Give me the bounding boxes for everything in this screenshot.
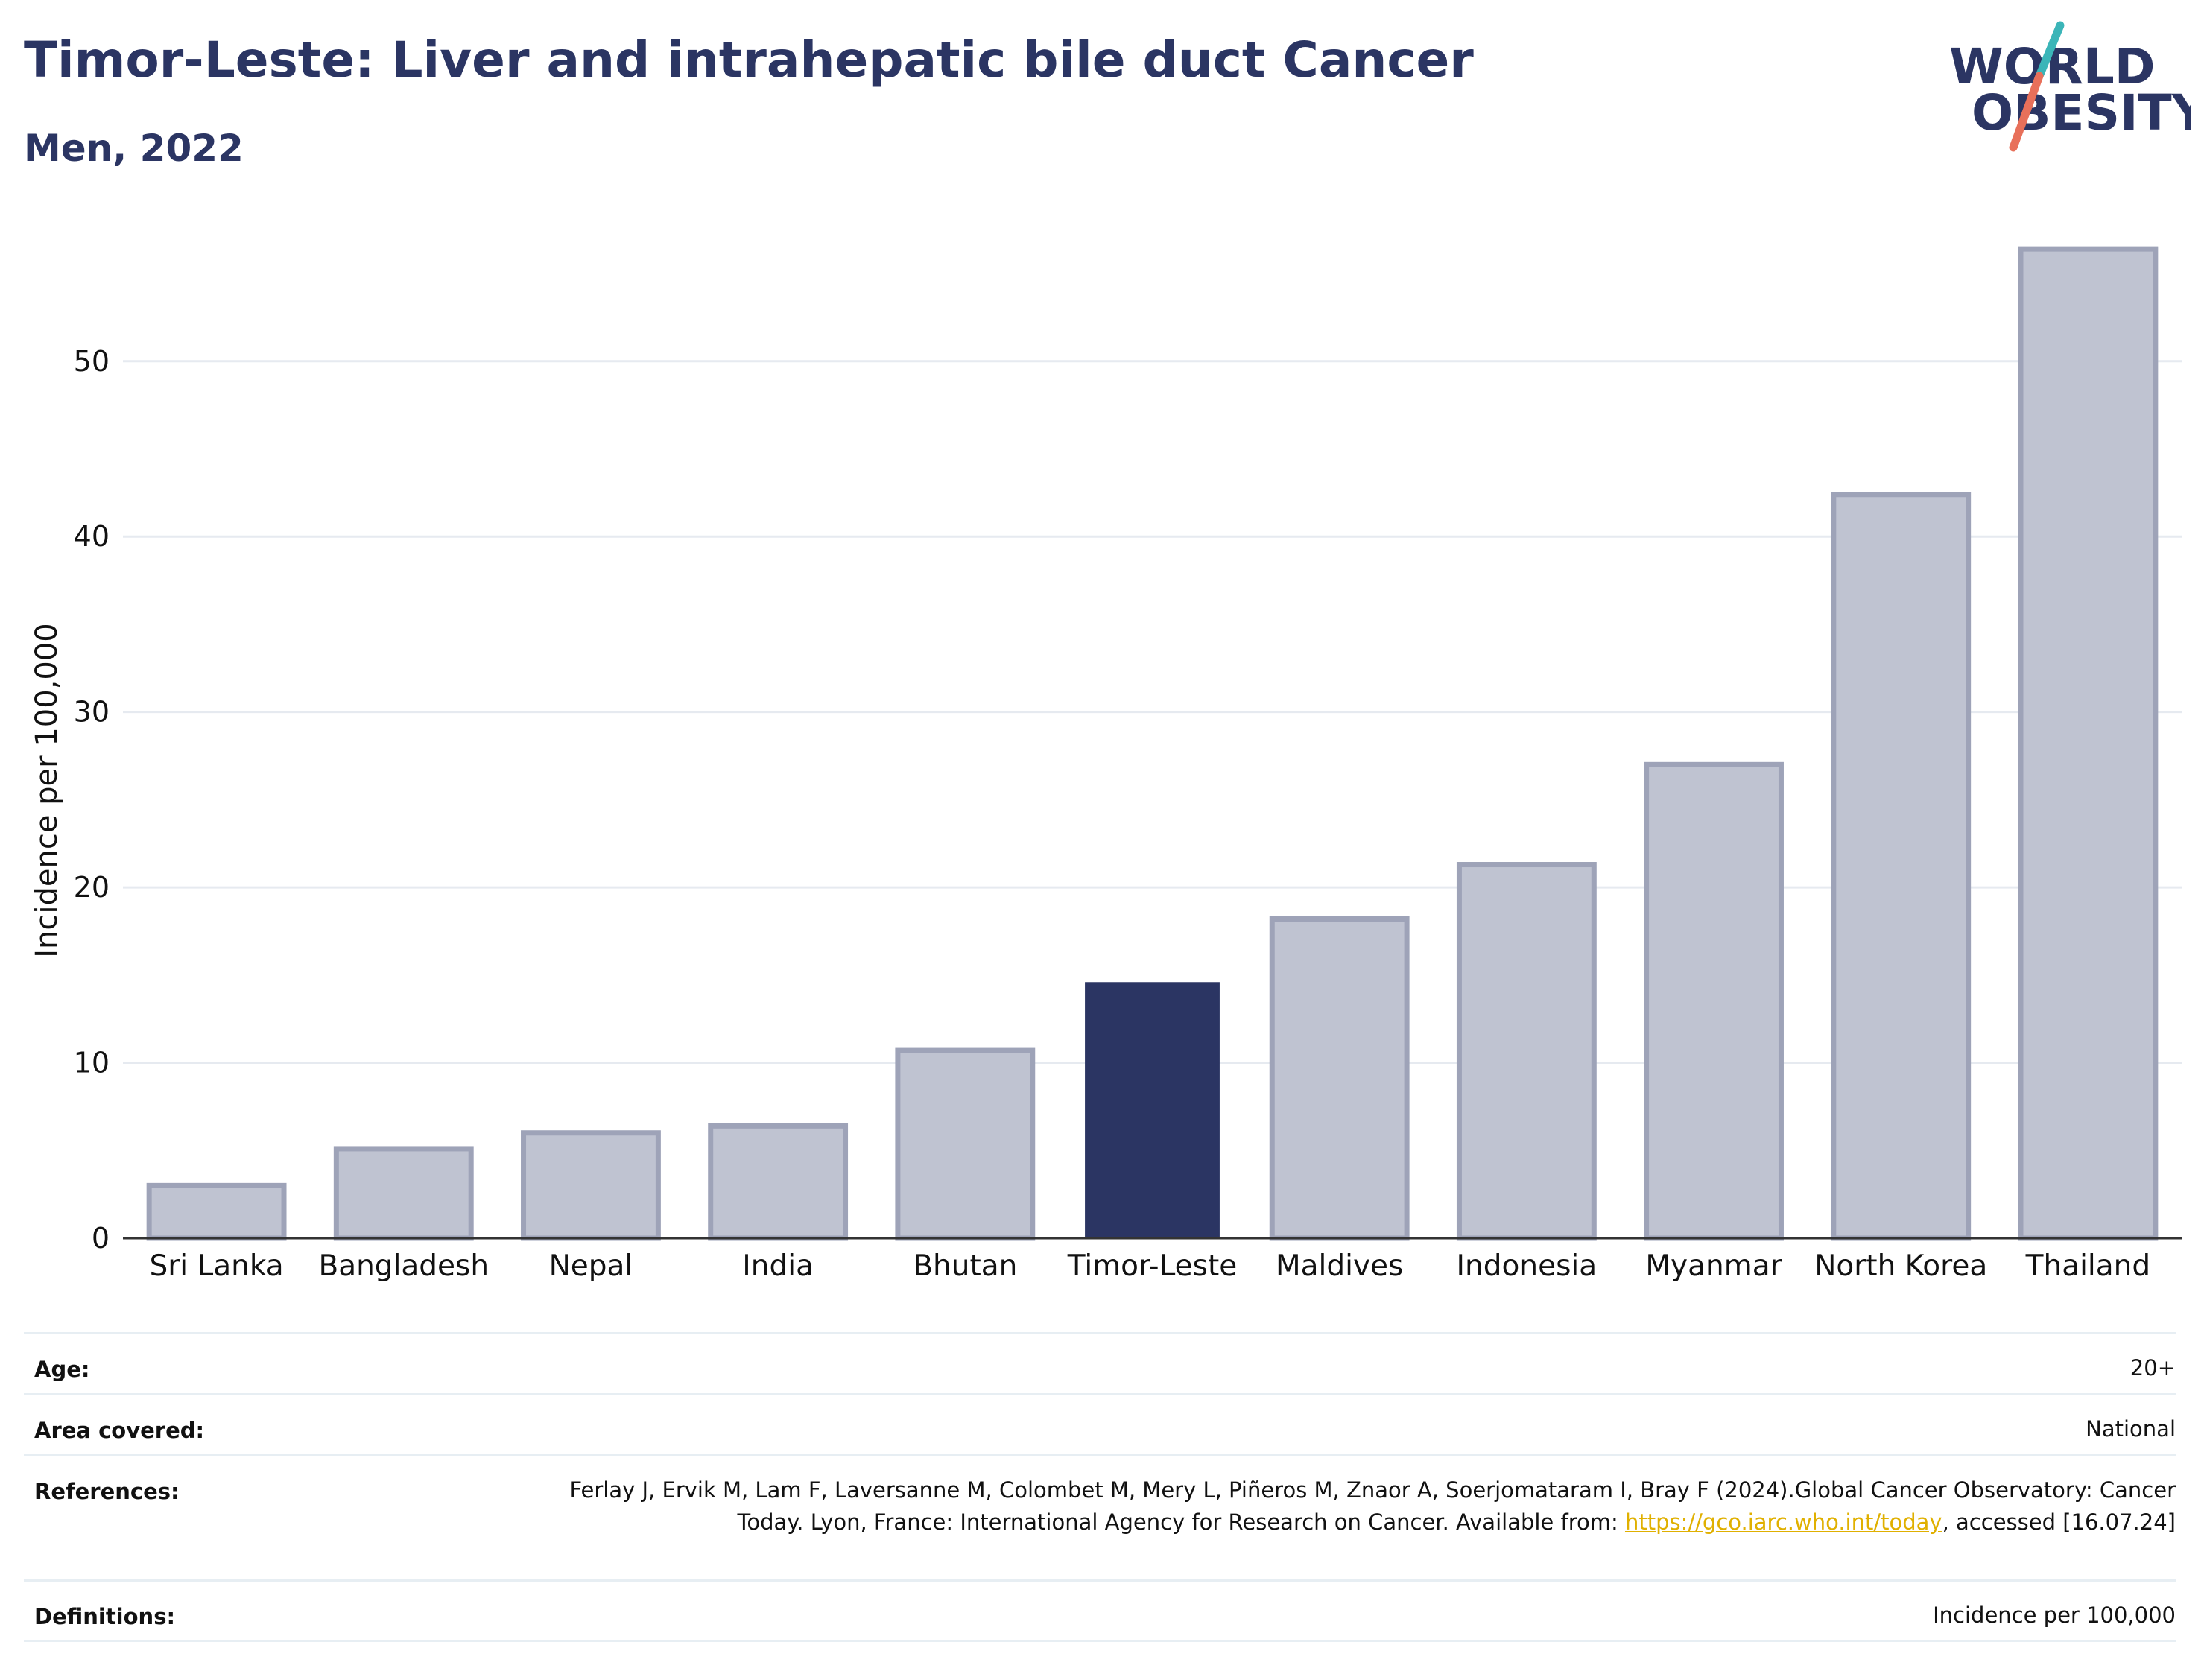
references-value: Ferlay J, Ervik M, Lam F, Laversanne M, … (536, 1474, 2176, 1538)
y-tick-labels: 0 10 20 30 40 50 (74, 345, 110, 1255)
area-label: Area covered: (34, 1418, 205, 1443)
meta-row-references: References: Ferlay J, Ervik M, Lam F, La… (24, 1454, 2176, 1579)
age-value: 20+ (2129, 1355, 2176, 1381)
x-tick-label: Maldives (1276, 1249, 1403, 1283)
chart-title: Timor-Leste: Liver and intrahepatic bile… (24, 31, 1474, 89)
metadata-table: Age: 20+ Area covered: National Referenc… (24, 1332, 2176, 1642)
references-text: Ferlay J, Ervik M, Lam F, Laversanne M, … (569, 1477, 2176, 1535)
definitions-label: Definitions: (34, 1604, 176, 1629)
y-tick-label: 30 (74, 696, 110, 729)
x-tick-label: North Korea (1814, 1249, 1987, 1283)
bar-timor-leste (1085, 982, 1220, 1238)
y-tick-label: 0 (92, 1222, 110, 1255)
x-tick-label: Thailand (2025, 1249, 2150, 1283)
bar-chart: 0 10 20 30 40 50 Sri Lanka Bangladesh Nepal Indi… (30, 246, 2182, 1283)
bar-bhutan (895, 1047, 1036, 1241)
bar-bangladesh (333, 1146, 474, 1241)
bar-myanmar (1644, 761, 1784, 1241)
area-value: National (2086, 1416, 2176, 1442)
x-tick-label: Indonesia (1457, 1249, 1597, 1283)
x-tick-label: Bhutan (913, 1249, 1017, 1283)
x-tick-label: Timor-Leste (1067, 1249, 1238, 1283)
bar-indonesia (1456, 862, 1597, 1241)
age-label: Age: (34, 1357, 90, 1382)
meta-row-age: Age: 20+ (24, 1332, 2176, 1393)
y-axis-title: Incidence per 100,000 (30, 623, 64, 958)
references-accessed: , accessed [16.07.24] (1942, 1509, 2176, 1535)
chart-subtitle: Men, 2022 (24, 127, 244, 170)
bars (146, 246, 2159, 1241)
x-tick-label: Sri Lanka (150, 1249, 284, 1283)
bar-thailand (2018, 246, 2159, 1241)
references-label: References: (34, 1479, 180, 1504)
logo-line2: OBESITY (1972, 84, 2191, 142)
y-tick-label: 20 (74, 871, 110, 904)
bar-india (708, 1123, 849, 1241)
y-tick-label: 50 (74, 345, 110, 378)
x-tick-label: Nepal (549, 1249, 633, 1283)
bar-maldives (1269, 916, 1410, 1241)
x-tick-labels: Sri Lanka Bangladesh Nepal India Bhutan Timor… (150, 1249, 2151, 1283)
references-link[interactable]: https://gco.iarc.who.int/today (1624, 1509, 1942, 1535)
y-tick-label: 40 (74, 520, 110, 553)
bar-nepal (521, 1130, 661, 1241)
world-obesity-logo: WORLD OBESITY (1949, 21, 2191, 152)
bar-sri-lanka (146, 1182, 287, 1241)
meta-row-definitions: Definitions: Incidence per 100,000 (24, 1579, 2176, 1642)
x-tick-label: Bangladesh (318, 1249, 489, 1283)
y-tick-label: 10 (74, 1047, 110, 1080)
logo-slash-top (2035, 21, 2065, 80)
definitions-value: Incidence per 100,000 (1933, 1603, 2176, 1628)
x-tick-label: India (742, 1249, 814, 1283)
meta-row-area: Area covered: National (24, 1393, 2176, 1454)
bar-north-korea (1831, 492, 1972, 1241)
x-tick-label: Myanmar (1645, 1249, 1782, 1283)
logo-slash-bottom (2009, 72, 2044, 152)
